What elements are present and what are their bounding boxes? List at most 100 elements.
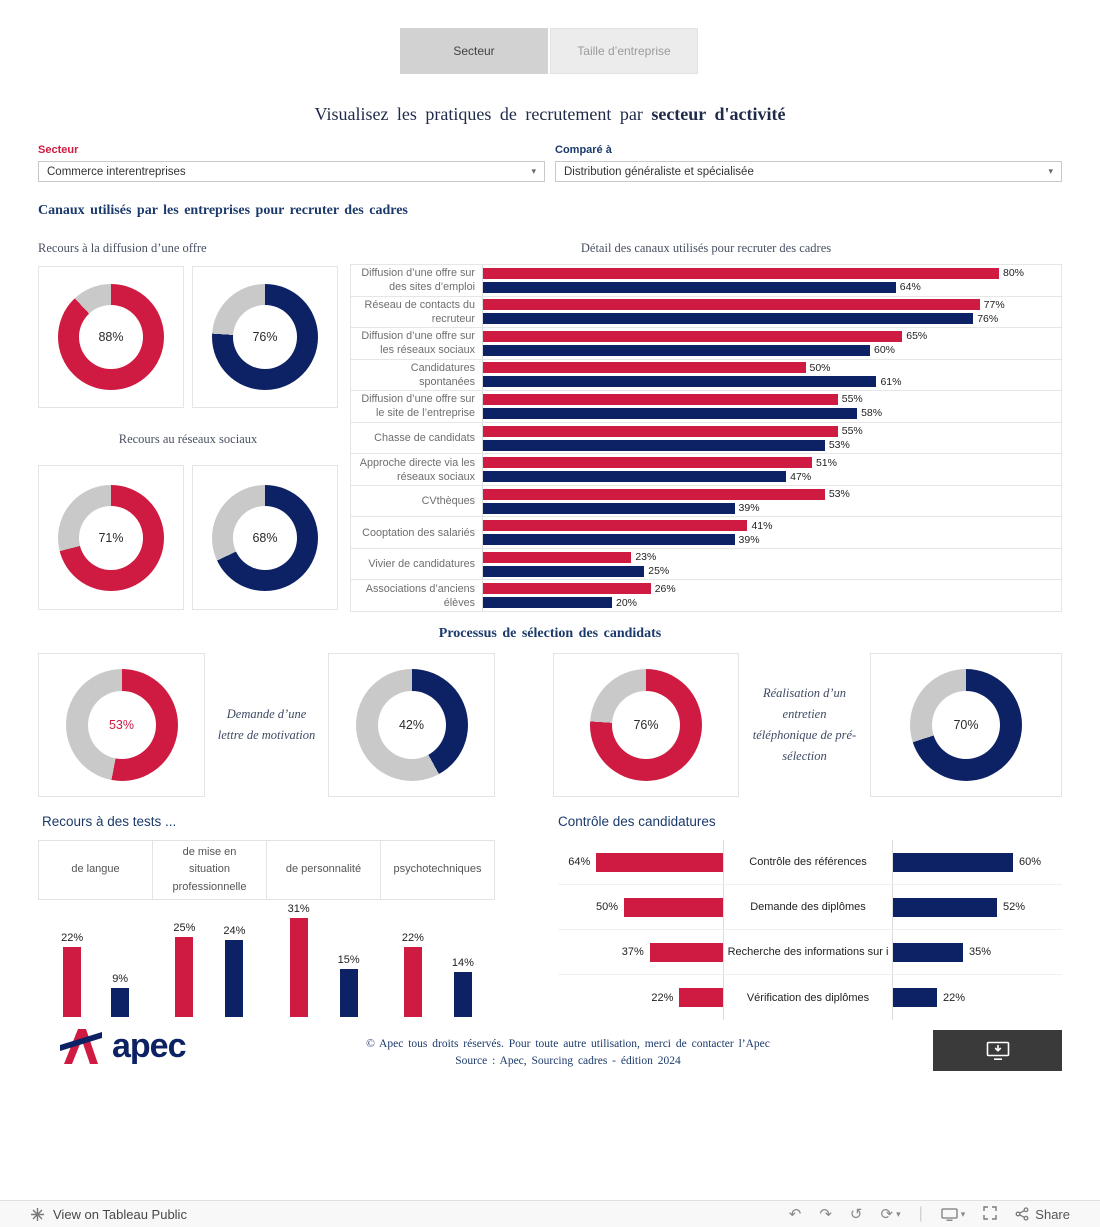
- bar-value: 80%: [1003, 267, 1025, 280]
- bar-sector[interactable]: [289, 917, 308, 1017]
- donut-offer-compare[interactable]: 76%: [212, 284, 318, 390]
- bar-sector[interactable]: [679, 988, 723, 1007]
- tableau-attribution[interactable]: View on Tableau Public: [30, 1207, 187, 1222]
- donut-social-compare[interactable]: 68%: [212, 484, 318, 591]
- copyright: © Apec tous droits réservés. Pour toute …: [188, 1036, 948, 1071]
- bar-value: 25%: [173, 922, 196, 934]
- bar-compare[interactable]: [483, 407, 858, 419]
- tests-section-title: Recours à des tests ...: [42, 814, 177, 829]
- monitor-icon: [941, 1207, 958, 1221]
- bar-sector[interactable]: [175, 937, 194, 1017]
- bar-value: 9%: [112, 973, 129, 986]
- reset-icon[interactable]: ↺: [849, 1205, 863, 1223]
- spacer: [495, 653, 553, 797]
- bar-sector[interactable]: [483, 330, 903, 342]
- bar-compare[interactable]: [453, 972, 472, 1017]
- control-chart: 64% Contrôle des références 60% 50% Dema…: [558, 840, 1062, 1020]
- bar-sector[interactable]: [483, 299, 980, 311]
- tableau-toolbar: View on Tableau Public ↶ ↷ ↺ ⟳ ▾ | ▾: [0, 1200, 1100, 1227]
- fullscreen-button[interactable]: [983, 1205, 997, 1223]
- bar-sector[interactable]: [596, 852, 723, 872]
- bar-sector[interactable]: [403, 946, 422, 1017]
- bar-compare[interactable]: [483, 565, 645, 577]
- chevron-down-icon: ▾: [960, 1208, 966, 1219]
- category-label: Associations d’anciens élèves: [365, 582, 475, 609]
- bar-compare[interactable]: [111, 988, 130, 1017]
- bar-compare[interactable]: [893, 988, 937, 1007]
- compare-filter-label: Comparé à: [555, 144, 612, 156]
- device-preview-button[interactable]: ▾: [941, 1207, 966, 1221]
- bar-sector[interactable]: [483, 551, 632, 563]
- redo-icon[interactable]: ↷: [819, 1205, 832, 1223]
- category-label: Réseau de contacts du recruteur: [364, 298, 475, 325]
- share-label: Share: [1035, 1206, 1070, 1222]
- bar-compare[interactable]: [483, 313, 974, 325]
- tests-column-header: de mise en situation professionnelle: [153, 841, 267, 899]
- bar-compare[interactable]: [225, 940, 244, 1017]
- bar-value: 22%: [943, 991, 966, 1004]
- bar-sector[interactable]: [483, 393, 838, 405]
- toolbar-actions: ↶ ↷ ↺ ⟳ ▾ | ▾ Share: [789, 1205, 1070, 1223]
- tests-column: 31% 15%: [267, 900, 381, 1018]
- donut-letter-sector[interactable]: 53%: [65, 669, 178, 781]
- bar-value: 61%: [880, 375, 902, 388]
- apec-wordmark: apec: [112, 1026, 186, 1065]
- donut-social-sector[interactable]: 71%: [58, 484, 164, 591]
- bar-sector[interactable]: [63, 946, 82, 1017]
- view-on-tableau-link[interactable]: View on Tableau Public: [53, 1206, 187, 1222]
- category-label: Approche directe via les réseaux sociaux: [359, 456, 475, 483]
- bar-sector[interactable]: [483, 457, 812, 469]
- bar-compare[interactable]: [893, 942, 963, 962]
- tab-secteur[interactable]: Secteur: [400, 28, 548, 74]
- bar-sector[interactable]: [483, 520, 748, 532]
- bar-compare[interactable]: [483, 439, 825, 451]
- bar-compare[interactable]: [483, 502, 735, 514]
- bar-value: 23%: [635, 551, 657, 564]
- bar-sector[interactable]: [483, 267, 999, 279]
- bar-sector[interactable]: [483, 425, 838, 437]
- donut-letter-compare[interactable]: 42%: [355, 669, 468, 781]
- channels-section-title: Canaux utilisés par les entreprises pour…: [38, 203, 408, 218]
- bar-compare[interactable]: [483, 597, 612, 609]
- compare-filter-dropdown[interactable]: Distribution généraliste et spécialisée …: [555, 161, 1062, 182]
- category-label: Contrôle des références: [723, 840, 893, 884]
- bar-sector[interactable]: [649, 942, 723, 962]
- selection-section-title: Processus de sélection des candidats: [438, 626, 662, 641]
- bar-compare[interactable]: [483, 281, 896, 293]
- share-button[interactable]: Share: [1015, 1207, 1070, 1222]
- bar-value: 77%: [983, 298, 1005, 311]
- download-button[interactable]: [933, 1030, 1062, 1071]
- detail-row: Candidatures spontanées 50% 61%: [351, 359, 1061, 392]
- bar-value: 22%: [61, 931, 84, 944]
- sector-filter-dropdown[interactable]: Commerce interentreprises ▾: [38, 161, 545, 182]
- donut-phone-compare-box: 70%: [870, 653, 1062, 797]
- donut-phone-compare[interactable]: 70%: [910, 669, 1022, 781]
- detail-row: Diffusion d’une offre sur des sites d’em…: [351, 265, 1061, 297]
- detail-bar-chart: Diffusion d’une offre sur des sites d’em…: [350, 264, 1062, 612]
- donut-offer-sector[interactable]: 88%: [58, 284, 164, 390]
- bar-compare[interactable]: [483, 534, 735, 546]
- copyright-line: © Apec tous droits réservés. Pour toute …: [366, 1038, 770, 1050]
- category-label: Diffusion d’une offre sur le site de l’e…: [361, 393, 475, 420]
- tests-column: 22% 9%: [38, 900, 152, 1018]
- bar-compare[interactable]: [483, 376, 877, 388]
- bar-compare[interactable]: [893, 852, 1013, 872]
- offer-subtitle: Recours à la diffusion d’une offre: [38, 241, 207, 255]
- donut-offer-sector-box: 88%: [38, 266, 184, 408]
- undo-icon[interactable]: ↶: [788, 1205, 802, 1223]
- bar-value: 65%: [906, 330, 928, 343]
- bar-compare[interactable]: [339, 969, 358, 1017]
- bar-sector[interactable]: [483, 488, 825, 500]
- refresh-button[interactable]: ⟳ ▾: [881, 1207, 901, 1222]
- bar-sector[interactable]: [483, 583, 651, 595]
- bar-compare[interactable]: [483, 344, 870, 356]
- bar-compare[interactable]: [893, 897, 997, 917]
- bar-compare[interactable]: [483, 471, 787, 483]
- donut-phone-sector[interactable]: 76%: [590, 669, 702, 781]
- bar-sector[interactable]: [624, 897, 723, 917]
- tests-column: 25% 24%: [152, 900, 266, 1018]
- bar-sector[interactable]: [483, 362, 806, 374]
- bar-value: 55%: [841, 425, 863, 437]
- control-row: 37% Recherche des informations sur i 35%: [558, 930, 1062, 975]
- tab-taille-entreprise[interactable]: Taille d’entreprise: [550, 28, 698, 74]
